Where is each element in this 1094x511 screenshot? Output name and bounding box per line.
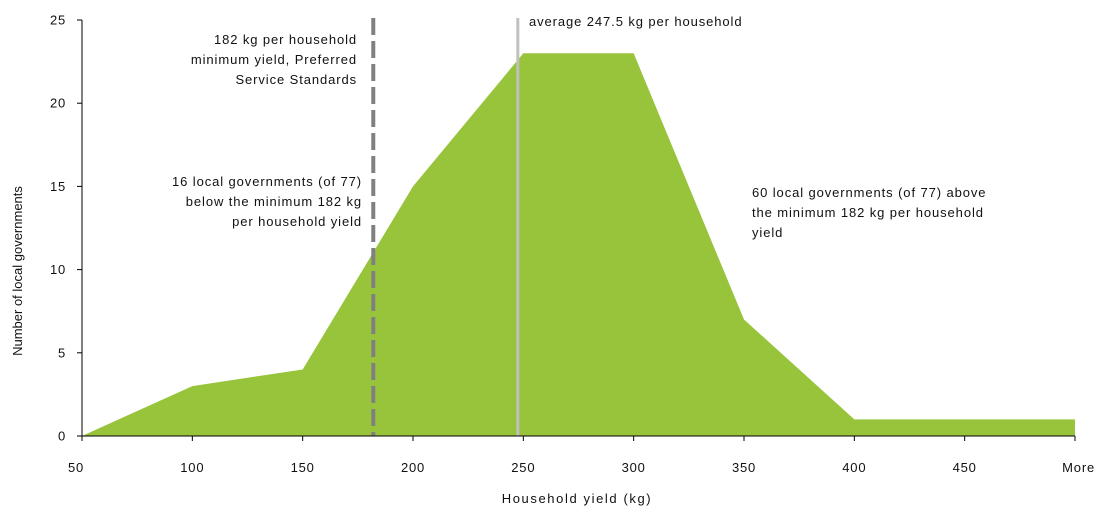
y-axis-title: Number of local governments xyxy=(10,186,25,356)
annotation-2-line-2: per household yield xyxy=(232,214,362,229)
annotation-2-line-1: below the minimum 182 kg xyxy=(186,194,362,209)
annotation-2-line-0: 16 local governments (of 77) xyxy=(172,174,362,189)
annotation-3-line-0: 60 local governments (of 77) above xyxy=(752,185,986,200)
annotation-0-line-2: Service Standards xyxy=(235,72,357,87)
y-tick-label-10: 10 xyxy=(50,262,66,277)
area-layer xyxy=(82,53,1075,436)
annotations: 182 kg per household minimum yield, Prefe… xyxy=(172,14,986,240)
y-ticks: 0 5 10 15 20 25 xyxy=(50,13,82,444)
annotation-3-line-2: yield xyxy=(752,225,783,240)
x-tick-label-3: 200 xyxy=(401,460,425,475)
annotation-1: average 247.5 kg per household xyxy=(529,14,742,29)
y-tick-label-20: 20 xyxy=(50,96,66,111)
x-tick-label-4: 250 xyxy=(511,460,535,475)
y-tick-label-5: 5 xyxy=(58,345,66,360)
annotation-3: 60 local governments (of 77) above the mi… xyxy=(752,185,986,240)
x-tick-label-1: 100 xyxy=(180,460,204,475)
annotation-0: 182 kg per household minimum yield, Prefe… xyxy=(191,32,357,87)
y-tick-label-0: 0 xyxy=(58,429,66,444)
annotation-0-line-0: 182 kg per household xyxy=(214,32,357,47)
annotation-2: 16 local governments (of 77) below the mi… xyxy=(172,174,362,229)
reference-lines xyxy=(371,18,520,436)
x-tick-label-8: 450 xyxy=(953,460,977,475)
annotation-0-line-1: minimum yield, Preferred xyxy=(191,52,357,67)
annotation-3-line-1: the minimum 182 kg per household xyxy=(752,205,984,220)
axes xyxy=(81,20,1075,437)
x-tick-label-6: 350 xyxy=(732,460,756,475)
x-tick-label-0: 50 xyxy=(68,460,84,475)
x-axis-title: Household yield (kg) xyxy=(502,491,653,506)
x-tick-label-9: More xyxy=(1062,460,1094,475)
y-tick-label-25: 25 xyxy=(50,13,66,28)
annotation-1-line-0: average 247.5 kg per household xyxy=(529,14,742,29)
x-tick-label-7: 400 xyxy=(842,460,866,475)
x-tick-label-5: 300 xyxy=(622,460,646,475)
x-tick-label-2: 150 xyxy=(291,460,315,475)
area-series-0 xyxy=(82,53,1075,436)
x-ticks: 50 100 150 200 250 300 350 400 450 More xyxy=(68,436,1094,475)
y-tick-label-15: 15 xyxy=(50,179,66,194)
